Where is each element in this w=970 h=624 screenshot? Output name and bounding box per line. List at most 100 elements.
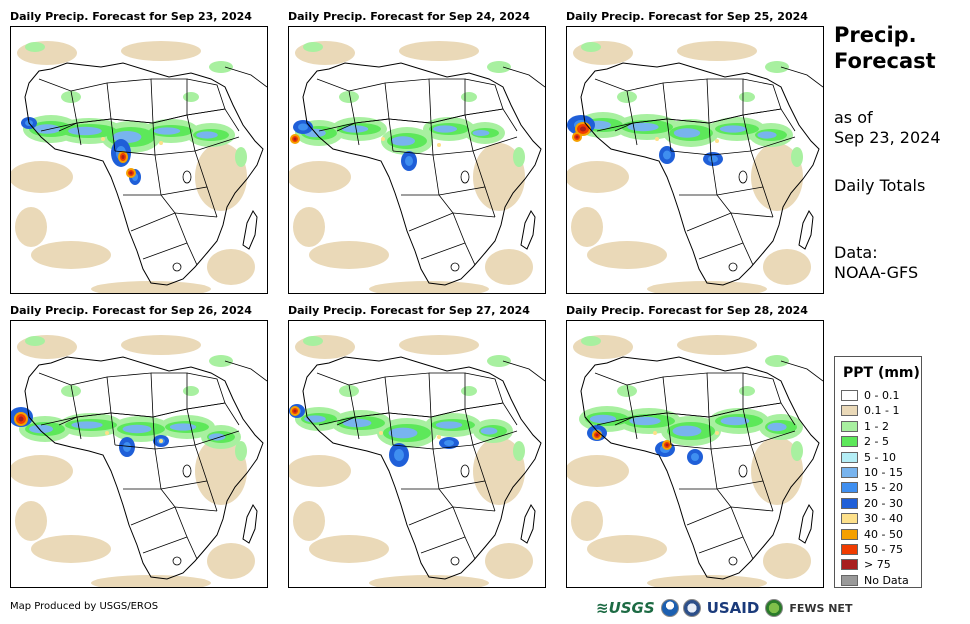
precip-layer [567, 41, 811, 293]
legend-label: 15 - 20 [864, 481, 903, 495]
legend-item: 5 - 10 [841, 451, 896, 464]
light-rain-area [677, 41, 757, 61]
legend-label: > 75 [864, 558, 891, 572]
lesotho-outline [728, 262, 738, 272]
light-rain-area [295, 335, 355, 359]
rain-band-heavy [342, 418, 372, 428]
light-rain-area [121, 335, 201, 355]
scattered-rain-area [61, 385, 81, 397]
country-border [384, 78, 432, 124]
legend-label: 1 - 2 [864, 419, 889, 433]
country-border [438, 480, 496, 512]
precip-layer [11, 41, 255, 293]
light-rain-area [567, 161, 629, 193]
precip-layer [567, 335, 811, 587]
legend-item: 40 - 50 [841, 528, 903, 541]
arabia-outline [224, 66, 267, 88]
light-rain-area [295, 41, 355, 65]
very-heavy-rain-area [123, 442, 131, 452]
rain-band-heavy [719, 125, 747, 133]
scattered-rain-area [461, 386, 477, 396]
commerce-seal-logo [682, 599, 701, 617]
country-border [106, 78, 154, 124]
rain-band-heavy [196, 131, 218, 139]
legend-label: 10 - 15 [864, 466, 903, 479]
data-source-line2: NOAA-GFS [834, 263, 919, 282]
country-border [114, 150, 162, 196]
country-border [130, 212, 188, 244]
rain-band-heavy [29, 424, 53, 434]
africa-coastline [24, 62, 264, 286]
country-border [594, 78, 634, 132]
scattered-rain-area [25, 42, 45, 52]
country-border [70, 82, 112, 124]
country-border [420, 242, 476, 266]
scattered-rain-area [739, 386, 755, 396]
legend-swatch [841, 574, 858, 586]
legend-label: 30 - 40 [864, 512, 903, 526]
map-svg [11, 41, 267, 293]
arabia-outline [224, 360, 267, 382]
country-border [679, 488, 732, 508]
rain-band-heavy [33, 124, 61, 134]
country-border [750, 430, 796, 446]
country-border [594, 372, 634, 426]
lake-victoria-outline [738, 464, 748, 478]
legend-item: 30 - 40 [841, 512, 903, 525]
very-heavy-rain-area [444, 440, 454, 446]
side-title-line2: Forecast [834, 49, 936, 73]
madagascar-outline [242, 504, 258, 544]
light-rain-area [11, 455, 73, 487]
fews-globe-logo [765, 599, 784, 617]
legend-item: 2 - 5 [841, 435, 889, 448]
rain-band-heavy [480, 427, 498, 435]
lake-victoria-outline [460, 464, 470, 478]
very-heavy-rain-area [298, 123, 308, 131]
light-rain-area [121, 41, 201, 61]
light-rain-area [485, 249, 533, 285]
scattered-rain-area [25, 336, 45, 346]
light-rain-area [399, 335, 479, 355]
legend-swatch [841, 513, 858, 525]
country-border [686, 212, 744, 244]
light-rain-area [763, 543, 811, 579]
lake-victoria-outline [182, 170, 192, 184]
map-svg [289, 335, 545, 587]
scattered-rain-area [791, 441, 803, 461]
rain-speck [437, 435, 441, 439]
scattered-rain-area [61, 91, 81, 103]
lake-victoria-outline [460, 170, 470, 184]
country-border [130, 506, 188, 538]
country-border [742, 108, 796, 132]
country-border [154, 444, 208, 482]
lesotho-outline [450, 556, 460, 566]
light-rain-area [763, 249, 811, 285]
lesotho-outline [172, 556, 182, 566]
scattered-rain-area [303, 42, 323, 52]
light-rain-area [587, 241, 667, 269]
forecast-panel-sep-25: Daily Precip. Forecast for Sep 25, 2024 [566, 10, 824, 294]
light-rain-area [587, 535, 667, 563]
country-border [730, 212, 774, 218]
arabia-outline [502, 66, 545, 88]
fews-net-logo: FEWS NET [789, 601, 853, 615]
madagascar-outline [798, 504, 814, 544]
rain-band-heavy [71, 421, 103, 429]
precip-layer [289, 41, 533, 293]
light-rain-area [309, 241, 389, 269]
light-rain-area [399, 41, 479, 61]
africa-coastline [24, 356, 264, 580]
very-heavy-rain-area [663, 150, 671, 160]
rain-band-heavy [208, 433, 226, 441]
country-border [392, 150, 440, 196]
very-heavy-rain-area [394, 449, 404, 461]
rain-band-heavy [388, 427, 418, 439]
rain-speck [437, 143, 441, 147]
rain-band-heavy [433, 125, 457, 133]
light-rain-area [207, 249, 255, 285]
forecast-panel-sep-26: Daily Precip. Forecast for Sep 26, 2024 [10, 304, 268, 588]
scattered-rain-area [581, 336, 601, 346]
legend-item: 20 - 30 [841, 497, 903, 510]
legend-swatch [841, 559, 858, 571]
